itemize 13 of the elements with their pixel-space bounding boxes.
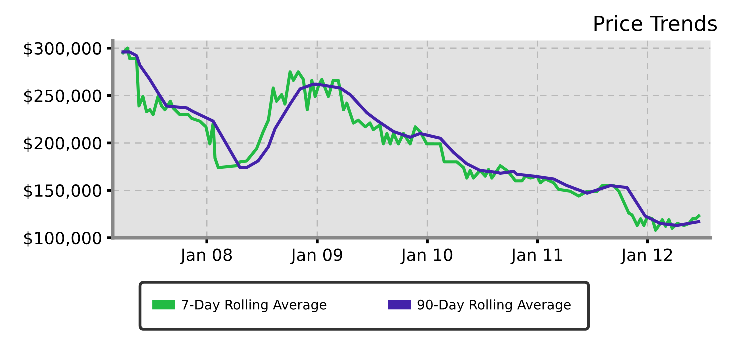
- chart-title: Price Trends: [594, 15, 718, 32]
- y-tick-label: $100,000: [24, 232, 102, 247]
- y-tick-label: $200,000: [24, 136, 102, 152]
- y-tick-label: $150,000: [24, 184, 102, 200]
- x-tick-label: Jan 10: [400, 248, 453, 264]
- legend-label: 90-Day Rolling Average: [418, 300, 571, 312]
- legend-label: 7-Day Rolling Average: [182, 300, 327, 312]
- x-tick-label: Jan 12: [620, 248, 672, 264]
- x-tick-label: Jan 08: [180, 248, 232, 264]
- x-tick-label: Jan 11: [510, 248, 562, 264]
- y-tick-label: $250,000: [24, 89, 102, 105]
- x-tick-label: Jan 09: [290, 248, 342, 264]
- y-tick-label: $300,000: [24, 42, 102, 58]
